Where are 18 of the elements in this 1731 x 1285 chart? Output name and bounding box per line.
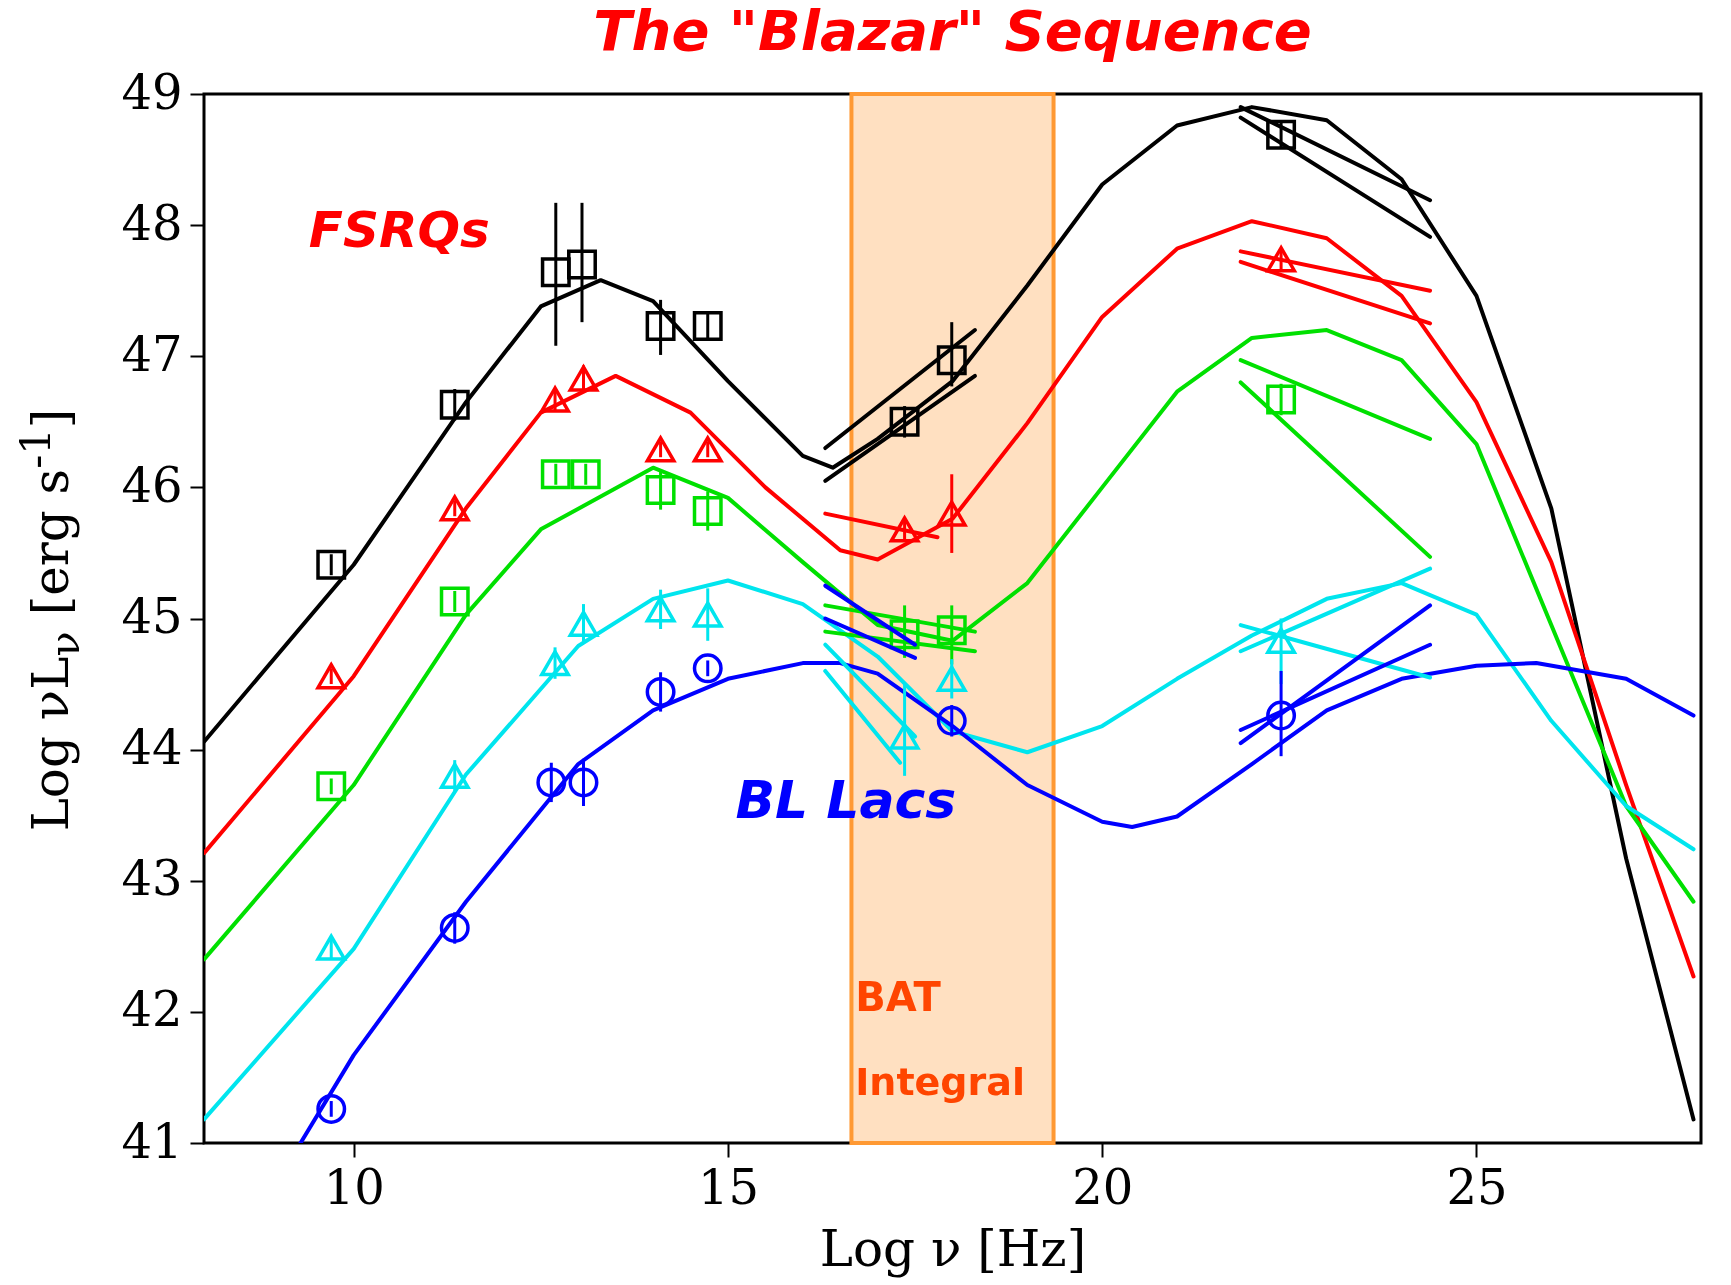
y-tick-label: 48 [121,194,183,251]
annotation: BAT [855,973,942,1020]
y-tick-label: 45 [121,588,183,644]
chart-title: The "Blazar" Sequence [593,0,1312,63]
x-tick-label: 15 [697,1158,759,1215]
x-axis-title: Log ν [Hz] [819,1219,1087,1278]
y-tick-label: 46 [121,456,183,513]
y-tick-label: 44 [121,719,183,776]
y-tick-label: 42 [121,981,183,1038]
y-tick-label: 43 [121,850,183,907]
x-tick-label: 20 [1072,1158,1134,1215]
x-tick-label: 10 [323,1158,385,1215]
y-tick-label: 41 [121,1112,183,1169]
annotation: Integral [855,1059,1025,1104]
annotation: FSRQs [308,200,490,259]
x-tick-label: 25 [1446,1158,1508,1215]
y-tick-label: 47 [121,325,183,382]
y-tick-label: 49 [121,63,183,120]
